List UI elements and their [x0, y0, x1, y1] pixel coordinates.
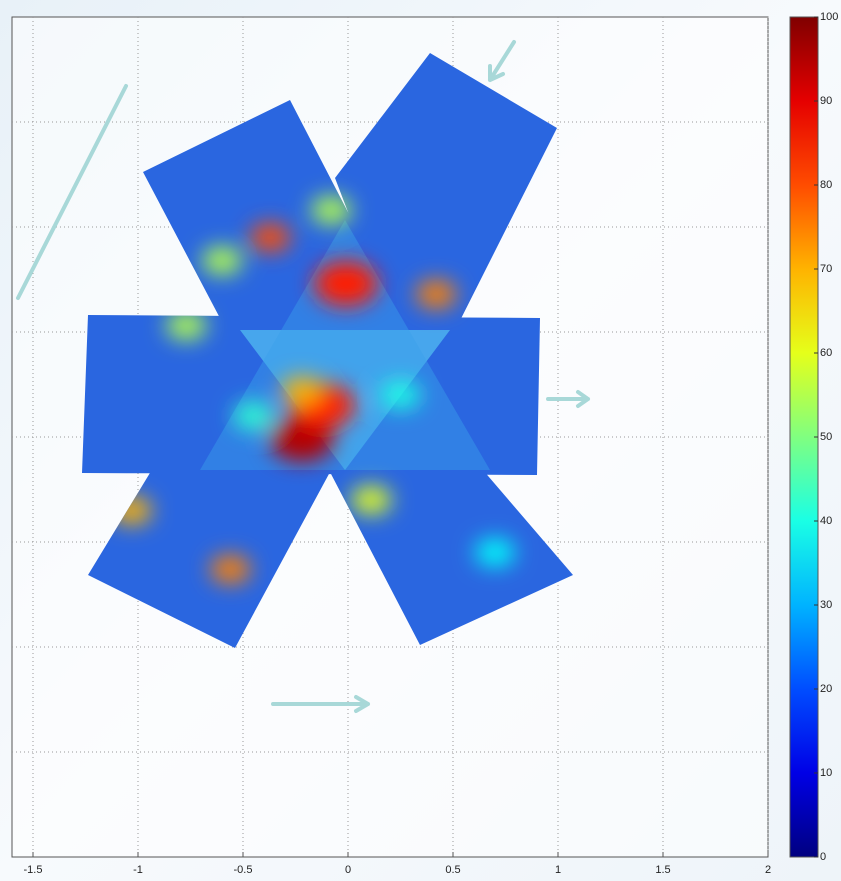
colorbar-tick-label: 100 — [820, 11, 838, 23]
hotspot — [250, 224, 290, 252]
colorbar-tick-label: 30 — [820, 599, 832, 611]
colorbar-tick-label: 20 — [820, 683, 832, 695]
hotspot — [166, 312, 206, 340]
x-tick-label: -1 — [133, 864, 143, 876]
colorbar-tick-label: 70 — [820, 263, 832, 275]
hotspot — [314, 261, 378, 306]
hotspot — [282, 377, 322, 405]
x-tick-label: -1.5 — [24, 864, 43, 876]
hotspot — [475, 539, 515, 567]
chart: -1.5-1-0.500.511.52010203040506070809010… — [0, 0, 841, 881]
x-tick-label: 0 — [345, 864, 351, 876]
colorbar-tick-label: 0 — [820, 851, 826, 863]
colorbar — [790, 17, 818, 857]
colorbar-tick-label: 40 — [820, 515, 832, 527]
colorbar-tick-label: 80 — [820, 179, 832, 191]
page: -1.5-1-0.500.511.52010203040506070809010… — [0, 0, 841, 881]
hotspot — [351, 486, 391, 514]
x-tick-label: -0.5 — [234, 864, 253, 876]
hotspot — [234, 402, 274, 430]
colorbar-tick-label: 50 — [820, 431, 832, 443]
hotspot — [416, 280, 456, 308]
x-tick-label: 0.5 — [445, 864, 460, 876]
colorbar-tick-label: 60 — [820, 347, 832, 359]
hotspot — [202, 247, 242, 275]
colorbar-tick-label: 90 — [820, 95, 832, 107]
x-tick-label: 1.5 — [655, 864, 670, 876]
hotspot — [381, 381, 421, 409]
x-tick-label: 2 — [765, 864, 771, 876]
hotspot — [311, 196, 351, 224]
hotspot — [210, 555, 250, 583]
x-tick-label: 1 — [555, 864, 561, 876]
colorbar-tick-label: 10 — [820, 767, 832, 779]
